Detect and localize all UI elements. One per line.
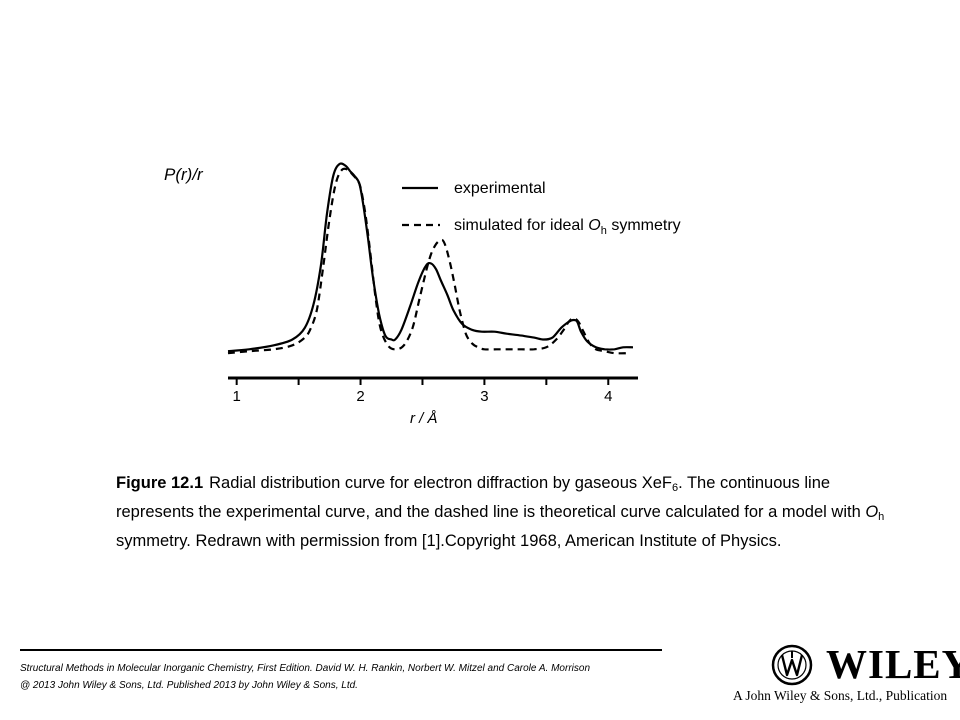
legend-entry-experimental: experimental [454,180,546,197]
series-simulated-line [227,167,627,355]
caption-text: . The continuous line [678,474,831,492]
caption-symbol: O [865,503,879,521]
x-axis-ticks [235,378,610,385]
publisher-tagline: A John Wiley & Sons, Ltd., Publication [733,688,948,703]
series-experimental-line [227,162,634,353]
caption-subscript: h [878,511,885,523]
x-tick-label: 2 [356,388,364,405]
caption-text: Radial distribution curve for electron d… [209,474,672,492]
x-tick-label: 4 [604,388,612,405]
caption-subscript: 6 [671,482,679,494]
caption-text: represents the experimental curve, and t… [116,503,866,521]
x-tick-label: 1 [232,388,240,405]
caption-line-3: symmetry. Redrawn with permission from [… [116,532,782,550]
figure-label: Figure 12.1 [116,474,204,492]
x-axis-label: r / Å [410,410,438,427]
footer-copyright-line: @ 2013 John Wiley & Sons, Ltd. Published… [20,680,358,691]
x-tick-label: 3 [480,388,488,405]
legend-entry-simulated: simulated for ideal Oh symmetry [454,217,681,237]
figure-caption: Figure 12.1 Radial distribution curve for… [116,471,916,553]
y-axis-label: P(r)/r [164,165,204,184]
footer-divider [20,649,662,651]
legend: experimental simulated for ideal Oh symm… [402,180,681,237]
footer-citation: Structural Methods in Molecular Inorgani… [20,660,720,694]
publisher-wordmark: WILEY [826,641,960,687]
caption-line-2: represents the experimental curve, and t… [116,500,916,529]
wiley-emblem-icon [771,644,813,686]
footer-citation-line: Structural Methods in Molecular Inorgani… [20,663,590,674]
radial-distribution-chart: P(r)/r 1 2 3 4 r / Å experimental simulated… [164,162,681,427]
caption-line-1: Figure 12.1 Radial distribution curve for… [116,471,916,500]
x-tick-labels: 1 2 3 4 [232,388,612,405]
